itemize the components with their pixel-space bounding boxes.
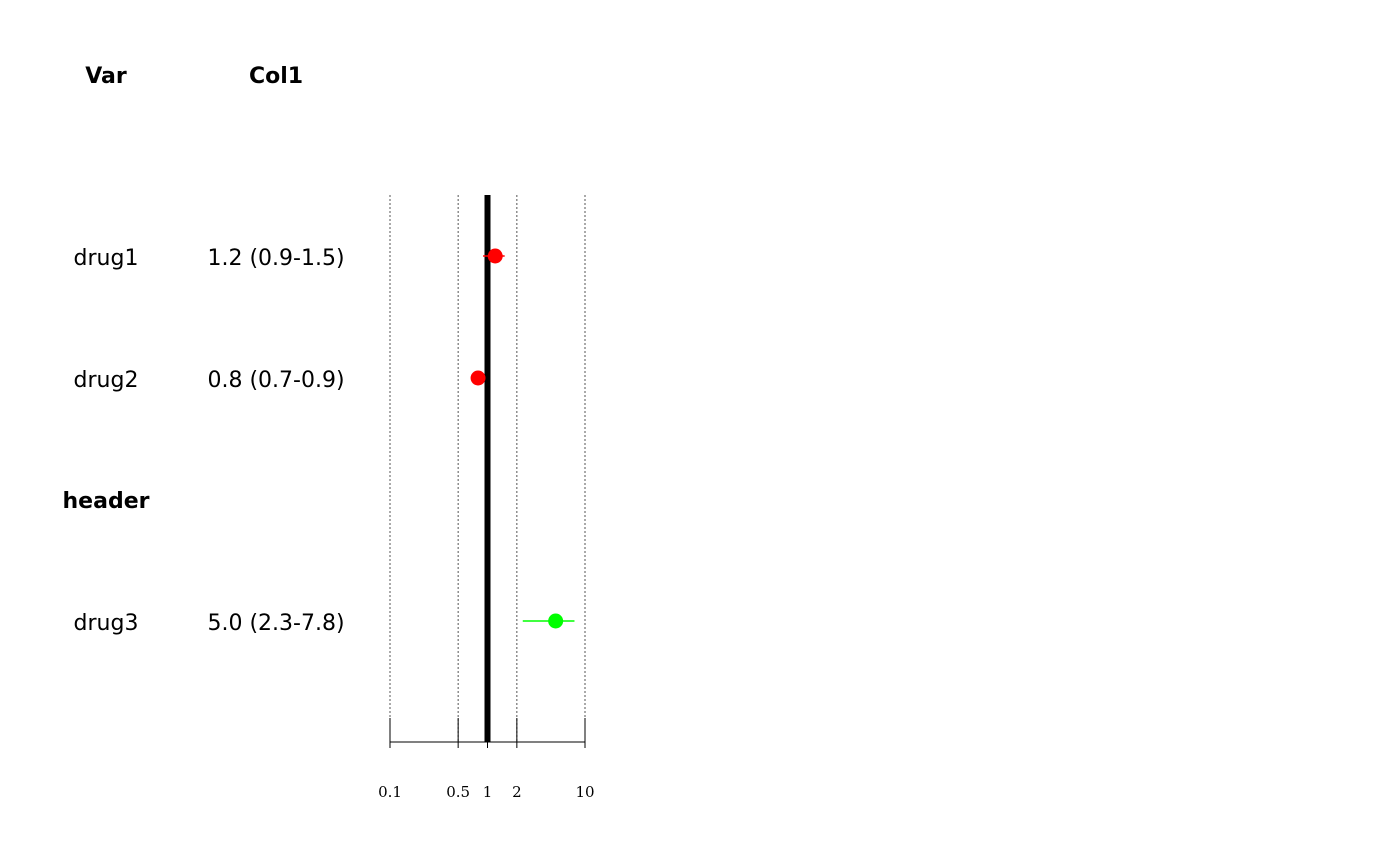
row-label-drug3: drug3 <box>74 611 139 636</box>
row-estimate-drug3: 5.0 (2.3-7.8) <box>207 611 344 636</box>
row-label-drug1: drug1 <box>74 246 139 271</box>
x-tick-label-0.1: 0.1 <box>378 783 402 801</box>
row-estimate-drug1: 1.2 (0.9-1.5) <box>207 246 344 271</box>
point-drug3 <box>548 613 564 629</box>
estimate-marks <box>470 248 575 629</box>
column-header-col1: Col1 <box>249 64 303 89</box>
row-label-header: header <box>63 489 150 514</box>
row-estimate-drug2: 0.8 (0.7-0.9) <box>207 368 344 393</box>
point-drug2 <box>470 370 486 386</box>
column-header-var: Var <box>85 64 127 89</box>
x-tick-label-0.5: 0.5 <box>446 783 470 801</box>
row-label-drug2: drug2 <box>74 368 139 393</box>
x-tick-label-10: 10 <box>575 783 594 801</box>
point-drug1 <box>487 248 503 264</box>
x-tick-label-2: 2 <box>512 783 522 801</box>
x-tick-label-1: 1 <box>483 783 493 801</box>
